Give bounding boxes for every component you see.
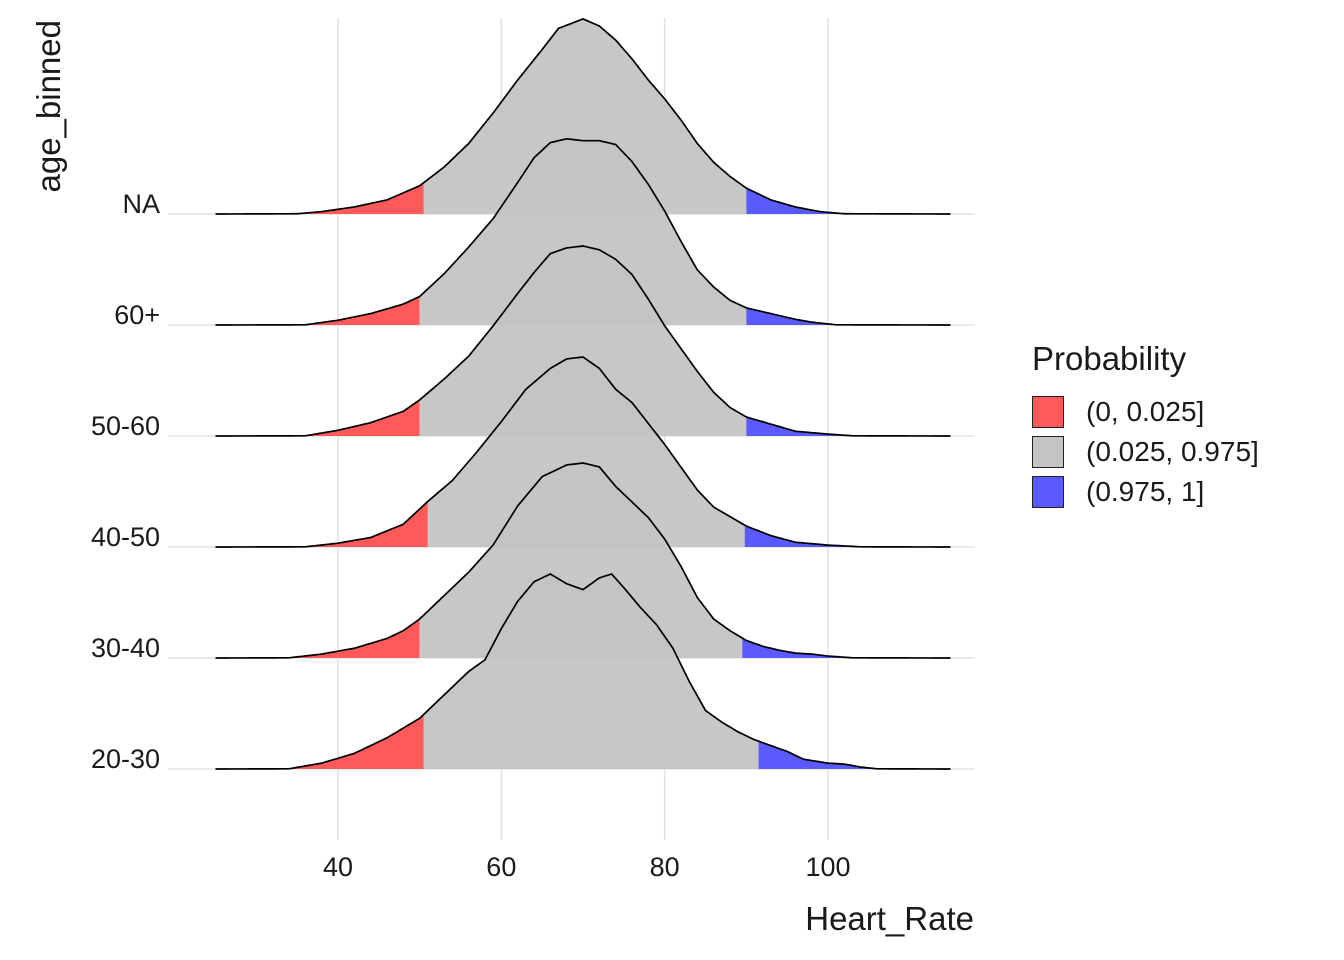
ridge-60+-lower-tail [215, 296, 420, 325]
ridge-50-60-lower-tail [215, 399, 420, 436]
x-tick-label-40: 40 [323, 852, 353, 882]
legend-key-upper-tail [1032, 476, 1064, 508]
ridge-50-60-outline [215, 245, 951, 437]
x-tick-label-80: 80 [650, 852, 680, 882]
legend-label-upper-tail: (0.975, 1] [1086, 476, 1205, 507]
ridge-40-50-lower-tail [215, 501, 428, 547]
ridge-30-40-middle [419, 463, 743, 658]
ridge-20-30-outline [215, 573, 951, 770]
ridge-30-40-lower-tail [215, 619, 420, 658]
ridge-NA-outline [215, 18, 951, 215]
ridge-30-40-outline [215, 462, 951, 659]
ridge-NA-middle [423, 18, 747, 215]
ridge-NA [215, 18, 951, 215]
ridge-NA-lower-tail [215, 182, 424, 214]
ridge-40-50 [215, 356, 951, 548]
ridge-20-30-middle [423, 574, 759, 769]
legend-key-lower-tail [1032, 396, 1064, 428]
y-tick-label-50-60: 50-60 [91, 411, 160, 441]
legend-item-upper-tail: (0.975, 1] [1032, 472, 1259, 512]
x-tick-label-100: 100 [805, 852, 850, 882]
ridge-40-50-middle [427, 357, 745, 547]
x-tick-label-60: 60 [486, 852, 516, 882]
y-tick-label-40-50: 40-50 [91, 522, 160, 552]
ridge-30-40-upper-tail [742, 638, 951, 658]
y-tick-label-NA: NA [122, 189, 160, 219]
y-tick-label-60+: 60+ [114, 300, 160, 330]
legend-item-middle: (0.025, 0.975] [1032, 432, 1259, 472]
ridge-60+-upper-tail [746, 307, 951, 325]
ridge-50-60 [215, 245, 951, 437]
y-tick-label-30-40: 30-40 [91, 633, 160, 663]
ridge-40-50-outline [215, 356, 951, 548]
ridge-60+-outline [215, 137, 951, 326]
legend-key-middle [1032, 436, 1064, 468]
legend-title: Probability [1032, 340, 1187, 377]
ridge-20-30-upper-tail [758, 741, 951, 769]
legend-item-lower-tail: (0, 0.025] [1032, 392, 1259, 432]
ridge-60+ [215, 137, 951, 326]
ridge-50-60-upper-tail [746, 417, 951, 436]
y-axis-title: age_binned [30, 20, 67, 193]
ridge-50-60-middle [419, 246, 747, 436]
x-axis-title: Heart_Rate [805, 900, 974, 937]
ridge-40-50-upper-tail [744, 525, 951, 547]
ridges-layer [215, 18, 951, 770]
y-tick-label-20-30: 20-30 [91, 744, 160, 774]
axis-layer: 40 60 80 100 20-30 30-40 40-50 50-60 60+ NA [91, 189, 851, 882]
legend-label-middle: (0.025, 0.975] [1086, 436, 1259, 467]
ridge-30-40 [215, 462, 951, 659]
ridge-60+-middle [419, 138, 747, 325]
legend: Probability (0, 0.025] (0.025, 0.975] (0… [1032, 340, 1259, 512]
legend-label-lower-tail: (0, 0.025] [1086, 396, 1205, 427]
ridge-20-30-lower-tail [215, 714, 424, 769]
ridge-20-30 [215, 573, 951, 770]
